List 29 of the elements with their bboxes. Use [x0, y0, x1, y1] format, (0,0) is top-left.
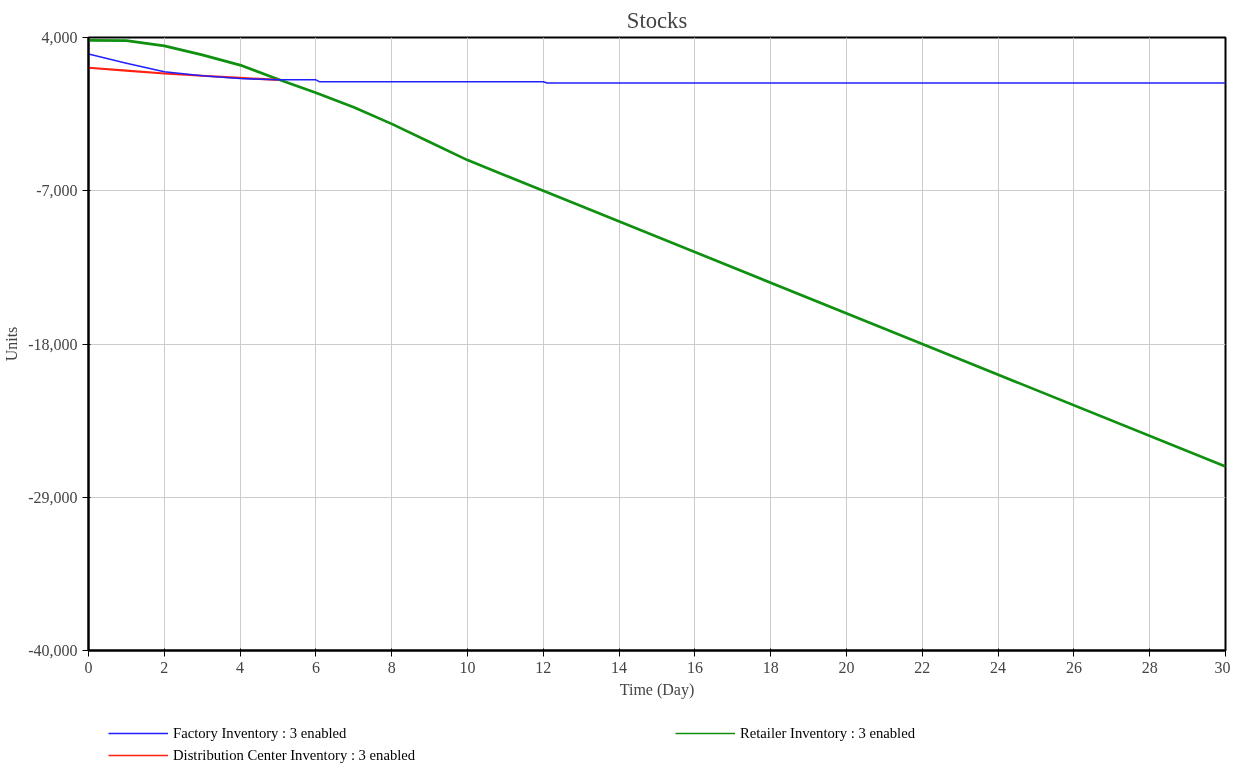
chart-title: Stocks: [626, 7, 688, 33]
x-tick-label: 16: [686, 658, 703, 676]
legend-label: Factory Inventory : 3 enabled: [173, 724, 348, 742]
x-tick-label: 12: [535, 658, 552, 676]
x-tick-label: 22: [914, 658, 931, 676]
x-tick-label: 0: [84, 658, 93, 676]
line-series: [88, 53, 1226, 84]
legend-label: Retailer Inventory : 3 enabled: [740, 724, 916, 742]
line-series: [88, 38, 1226, 468]
x-tick-label: 2: [160, 658, 169, 676]
x-tick-label: 20: [838, 658, 855, 676]
y-tick-label: -29,000: [28, 488, 78, 506]
y-tick-label: 4,000: [41, 29, 78, 46]
y-axis-title: Units: [3, 326, 21, 362]
x-tick-label: 24: [990, 658, 1007, 676]
y-tick-label: -40,000: [28, 642, 78, 659]
x-tick-label: 18: [762, 658, 779, 676]
x-tick-label: 4: [236, 658, 245, 676]
y-tick-label: -18,000: [28, 335, 78, 353]
x-tick-label: 10: [459, 658, 476, 676]
x-tick-label: 30: [1214, 658, 1231, 676]
x-tick-label: 6: [311, 658, 320, 676]
legend-label: Distribution Center Inventory : 3 enabled: [173, 746, 417, 764]
x-axis-title: Time (Day): [619, 680, 695, 699]
x-tick-label: 14: [611, 658, 628, 676]
x-tick-label: 8: [387, 658, 396, 676]
y-tick-label: -7,000: [36, 182, 78, 200]
x-tick-label: 28: [1141, 658, 1158, 676]
x-tick-label: 26: [1065, 658, 1082, 676]
